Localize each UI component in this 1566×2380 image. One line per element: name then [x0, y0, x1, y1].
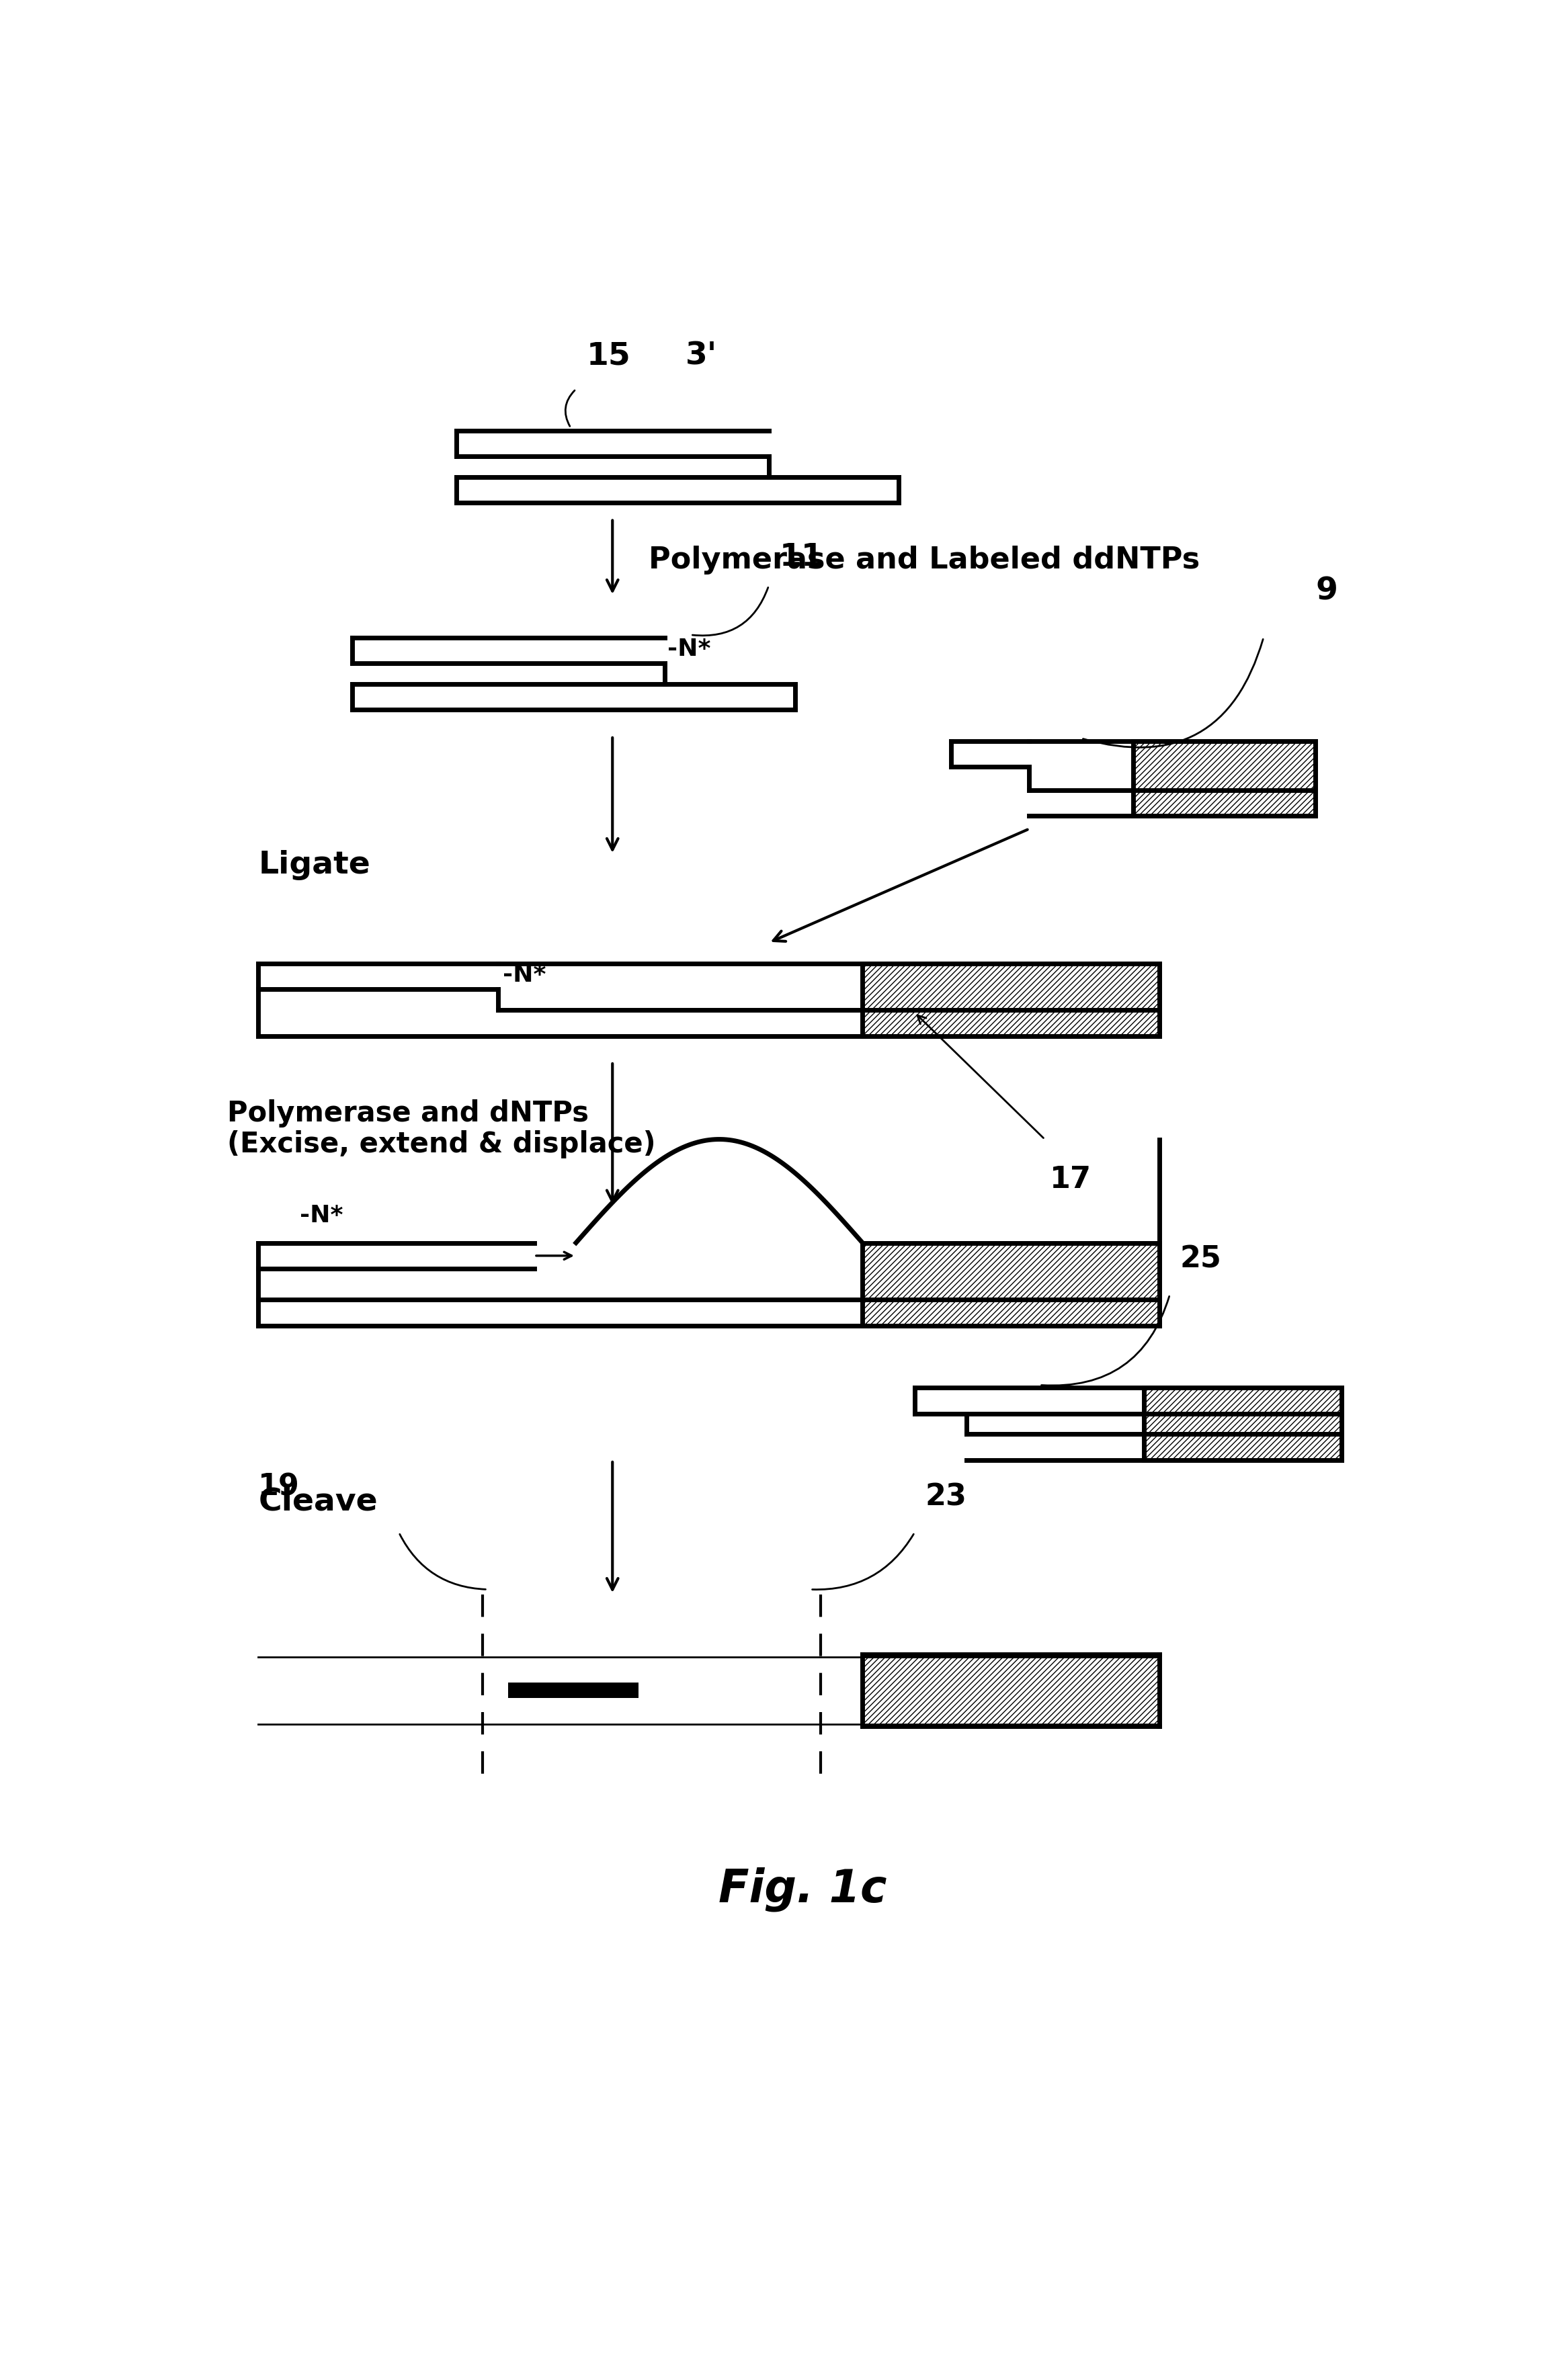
Text: Polymerase and Labeled ddNTPs: Polymerase and Labeled ddNTPs [648, 545, 1200, 574]
Text: 23: 23 [926, 1483, 966, 1511]
Bar [1143, 1388, 1342, 1459]
Bar [863, 1654, 1159, 1726]
Bar [1134, 740, 1315, 816]
Text: 3': 3' [686, 340, 717, 371]
Text: 11: 11 [780, 543, 824, 574]
Text: Fig. 1c: Fig. 1c [719, 1868, 886, 1911]
Text: (Excise, extend & displace): (Excise, extend & displace) [227, 1130, 656, 1159]
Text: -N*: -N* [301, 1204, 343, 1228]
Bar [863, 1242, 1159, 1326]
Text: -N*: -N* [667, 638, 711, 662]
Text: -N*: -N* [503, 964, 547, 988]
Text: Polymerase and dNTPs: Polymerase and dNTPs [227, 1100, 589, 1128]
Text: Cleave: Cleave [258, 1488, 377, 1516]
Text: 15: 15 [586, 340, 631, 371]
Text: 17: 17 [1049, 1166, 1092, 1195]
Bar [863, 964, 1159, 1035]
Bar [509, 1683, 639, 1697]
Text: 9: 9 [1315, 576, 1337, 607]
Text: 19: 19 [258, 1473, 299, 1502]
Text: Ligate: Ligate [258, 850, 370, 881]
Text: 25: 25 [1181, 1245, 1221, 1273]
